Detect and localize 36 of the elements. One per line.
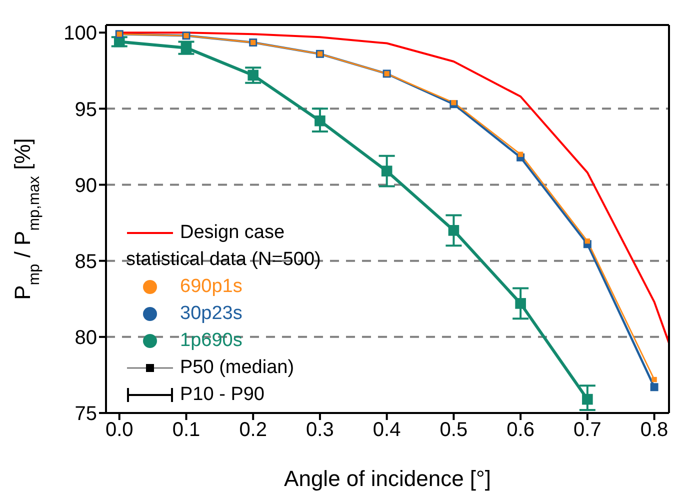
y-tick-label: 80 (74, 327, 97, 350)
legend-label: 1p690s (180, 330, 242, 352)
point (448, 225, 460, 236)
annotation: P50 (median) (180, 356, 294, 378)
point (381, 166, 392, 176)
y-tick-label: 90 (74, 174, 97, 197)
annotation: statistical data (N=500) (126, 248, 321, 270)
x-tick-label: 0.6 (506, 419, 534, 442)
legend-label: Design case (180, 222, 285, 244)
point (518, 152, 524, 157)
point (582, 394, 593, 405)
annotation: P10 - P90 (180, 384, 264, 404)
y-tick-label: 100 (64, 22, 97, 45)
x-tick-label: 0.8 (640, 419, 668, 442)
y-tick-label: 75 (74, 403, 97, 426)
x-tick-label: 0.1 (172, 419, 200, 442)
x-tick-label: 0.4 (372, 419, 401, 442)
point (180, 42, 192, 54)
point (314, 115, 326, 126)
y-tick-label: 95 (74, 98, 97, 121)
point (248, 70, 258, 81)
x-tick-label: 0.0 (105, 419, 134, 442)
point (584, 238, 590, 244)
y-tick-label: 85 (74, 250, 97, 273)
x-tick-label: 0.2 (239, 419, 268, 442)
x-tick-label: 0.3 (306, 419, 334, 442)
point (114, 36, 125, 48)
point (451, 100, 456, 106)
point (515, 298, 526, 309)
legend-label: 30p23s (180, 302, 242, 324)
x-axis-title: Angle of incidence [°] (284, 466, 491, 491)
point (652, 376, 657, 382)
x-tick-label: 0.7 (574, 419, 602, 442)
point (650, 383, 658, 392)
x-tick-label: 0.5 (440, 419, 468, 442)
legend-label: 690p1s (180, 276, 242, 298)
